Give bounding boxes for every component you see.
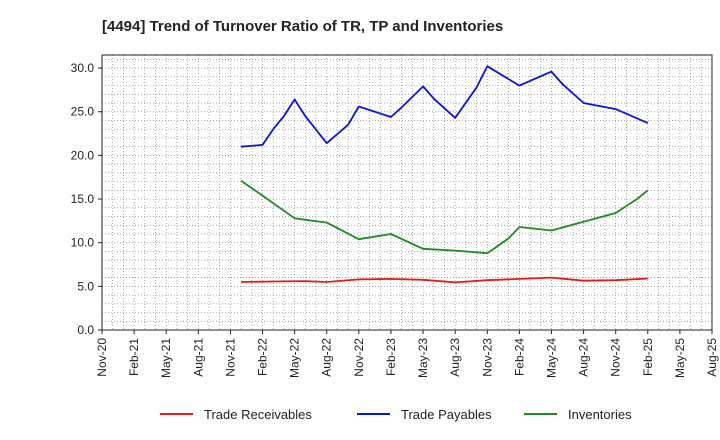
series-line-trade-payables [241,65,649,148]
y-tick-label: 0.0 [77,323,94,337]
y-axis: 0.0 5.0 10.0 15.0 20.0 25.0 30.0 [71,61,102,337]
x-tick-label: Feb-22 [256,338,270,376]
y-tick-label: 30.0 [71,61,95,75]
y-tick-label: 15.0 [71,192,95,206]
x-tick-label: Feb-23 [384,338,398,376]
x-tick-label: Nov-20 [95,338,109,377]
x-tick-label: May-22 [288,338,302,378]
y-tick-label: 20.0 [71,148,95,162]
x-tick-label: Aug-24 [577,338,591,377]
series-line-trade-receivables [241,276,648,284]
series-layer [240,65,649,284]
series-line-inventories [240,179,649,255]
chart-title: [4494] Trend of Turnover Ratio of TR, TP… [102,18,503,35]
legend: Trade Receivables Trade Payables Inventori… [160,407,632,422]
legend-label-inventories: Inventories [568,407,632,422]
x-tick-label: May-24 [544,338,558,378]
legend-label-trade-payables: Trade Payables [401,407,492,422]
y-tick-label: 10.0 [71,236,95,250]
x-tick-label: Nov-23 [480,338,494,377]
x-tick-label: Feb-25 [641,338,655,376]
y-tick-label: 25.0 [71,105,95,119]
y-tick-label: 5.0 [77,279,94,293]
x-tick-label: Aug-25 [705,338,719,377]
x-tick-label: Feb-24 [512,338,526,376]
x-tick-label: Nov-22 [352,338,366,377]
x-tick-label: Nov-24 [609,338,623,377]
x-tick-label: May-25 [673,338,687,378]
x-axis: Nov-20 Feb-21 May-21 Aug-21 Nov-21 Feb-22 May-… [95,330,719,378]
x-tick-label: Aug-22 [320,338,334,377]
x-tick-label: May-23 [416,338,430,378]
x-tick-label: Feb-21 [127,338,141,376]
x-tick-label: May-21 [159,338,173,378]
grid [101,55,713,331]
x-tick-label: Aug-21 [191,338,205,377]
x-tick-label: Aug-23 [448,338,462,377]
legend-label-trade-receivables: Trade Receivables [204,407,312,422]
plot-frame [101,54,713,331]
x-tick-label: Nov-21 [223,338,237,377]
